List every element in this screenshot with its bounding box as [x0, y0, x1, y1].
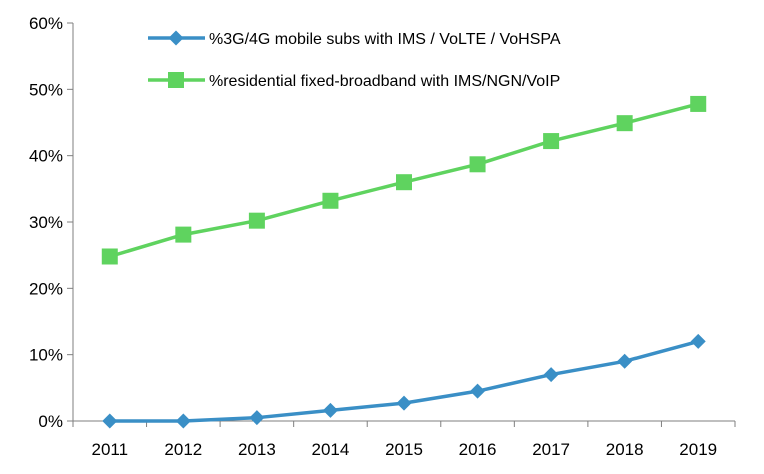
- series-layer: [101, 95, 707, 429]
- series-1-point: [470, 383, 486, 399]
- series-2-point: [543, 133, 560, 150]
- series-1-point: [690, 333, 706, 349]
- x-tick-label: 2016: [459, 440, 497, 459]
- series-2-point: [690, 95, 707, 112]
- series-1-point: [175, 413, 191, 429]
- y-tick-label: 50%: [29, 80, 63, 99]
- legend-label: %3G/4G mobile subs with IMS / VoLTE / Vo…: [209, 31, 561, 48]
- x-tick-label: 2011: [91, 440, 128, 459]
- x-tick-label: 2015: [385, 440, 423, 459]
- x-axis: 2011 2012 2013 2014 2015 2016 2017 2018 2019: [72, 420, 736, 459]
- legend-swatch-marker: [168, 72, 184, 88]
- series-2-point: [322, 192, 339, 209]
- y-tick-label: 10%: [29, 346, 63, 365]
- x-tick-label: 2013: [238, 440, 276, 459]
- y-tick-label: 0%: [38, 412, 63, 431]
- y-tick-label: 30%: [29, 213, 63, 232]
- series-2-point: [175, 226, 192, 243]
- series-1-point: [617, 353, 633, 369]
- legend: %3G/4G mobile subs with IMS / VoLTE / Vo…: [148, 30, 561, 90]
- x-tick-label: 2012: [164, 440, 202, 459]
- series-2-point: [101, 248, 118, 265]
- series-1-point: [543, 367, 559, 383]
- series-2-point: [469, 156, 486, 173]
- y-tick-label: 20%: [29, 279, 63, 298]
- series-2-point: [616, 115, 633, 132]
- series-2: [101, 95, 707, 265]
- series-2-point: [396, 174, 412, 191]
- x-tick-label: 2014: [312, 440, 350, 459]
- y-tick-label: 40%: [29, 147, 63, 166]
- x-tick-label: 2019: [679, 440, 717, 459]
- legend-label: %residential fixed-broadband with IMS/NG…: [209, 73, 560, 90]
- y-axis: 0% 10% 20% 30% 40% 50% 60%: [29, 14, 74, 431]
- series-1-point: [249, 410, 265, 426]
- series-1-point: [322, 402, 338, 418]
- series-1: [102, 333, 706, 429]
- legend-item-1: %3G/4G mobile subs with IMS / VoLTE / Vo…: [148, 30, 561, 48]
- legend-swatch-marker: [168, 30, 184, 46]
- legend-item-2: %residential fixed-broadband with IMS/NG…: [148, 72, 560, 90]
- x-tick-label: 2018: [606, 440, 644, 459]
- y-tick-label: 60%: [29, 14, 63, 33]
- x-tick-label: 2017: [532, 440, 570, 459]
- series-1-point: [102, 413, 118, 429]
- series-2-point: [248, 212, 265, 229]
- series-1-point: [396, 395, 412, 411]
